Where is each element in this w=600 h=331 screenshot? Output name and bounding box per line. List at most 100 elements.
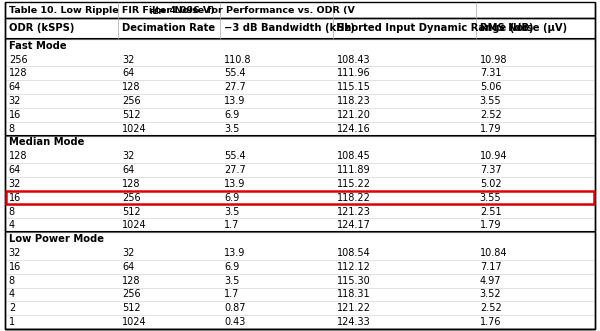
Text: 32: 32: [9, 96, 21, 106]
Text: 10.98: 10.98: [480, 55, 508, 65]
Text: 55.4: 55.4: [224, 151, 246, 161]
Text: 1.79: 1.79: [480, 220, 502, 230]
Text: 128: 128: [122, 276, 140, 286]
Text: 124.17: 124.17: [337, 220, 371, 230]
Text: 512: 512: [122, 110, 141, 120]
Text: Decimation Rate: Decimation Rate: [122, 24, 215, 33]
Text: 115.22: 115.22: [337, 179, 371, 189]
Text: 1.76: 1.76: [480, 317, 502, 327]
Text: 128: 128: [122, 82, 140, 92]
Text: 6.9: 6.9: [224, 110, 239, 120]
Text: 16: 16: [9, 193, 21, 203]
Text: 121.22: 121.22: [337, 303, 371, 313]
Text: 111.96: 111.96: [337, 69, 371, 78]
Text: 64: 64: [9, 165, 21, 175]
Text: 7.31: 7.31: [480, 69, 502, 78]
Text: 16: 16: [9, 110, 21, 120]
Text: 13.9: 13.9: [224, 96, 245, 106]
Text: 3.52: 3.52: [480, 289, 502, 300]
Text: 1024: 1024: [122, 317, 147, 327]
Text: 512: 512: [122, 303, 141, 313]
Text: 0.43: 0.43: [224, 317, 245, 327]
Text: 5.06: 5.06: [480, 82, 502, 92]
Text: 2.52: 2.52: [480, 110, 502, 120]
Text: ODR (kSPS): ODR (kSPS): [9, 24, 74, 33]
Text: 1024: 1024: [122, 220, 147, 230]
Text: = 4.096 V): = 4.096 V): [155, 6, 214, 15]
Text: 121.20: 121.20: [337, 110, 371, 120]
Text: 10.84: 10.84: [480, 248, 508, 258]
Text: 64: 64: [9, 82, 21, 92]
Text: 27.7: 27.7: [224, 165, 246, 175]
Text: 115.15: 115.15: [337, 82, 371, 92]
Text: 256: 256: [9, 55, 28, 65]
Text: 121.23: 121.23: [337, 207, 371, 216]
Text: 512: 512: [122, 207, 141, 216]
Text: Fast Mode: Fast Mode: [9, 41, 67, 51]
Text: 118.23: 118.23: [337, 96, 371, 106]
Text: 4: 4: [9, 220, 15, 230]
Text: 8: 8: [9, 207, 15, 216]
Text: 6.9: 6.9: [224, 193, 239, 203]
Text: 3.5: 3.5: [224, 124, 239, 134]
Text: 5.02: 5.02: [480, 179, 502, 189]
Text: 128: 128: [9, 151, 28, 161]
Text: Table 10. Low Ripple FIR Filter Noise for Performance vs. ODR (V: Table 10. Low Ripple FIR Filter Noise fo…: [9, 6, 355, 15]
Text: −3 dB Bandwidth (kHz): −3 dB Bandwidth (kHz): [224, 24, 355, 33]
Text: 64: 64: [122, 165, 134, 175]
Text: 32: 32: [9, 248, 21, 258]
Text: 1.7: 1.7: [224, 220, 239, 230]
Text: 64: 64: [122, 69, 134, 78]
Text: 16: 16: [9, 262, 21, 272]
Text: Median Mode: Median Mode: [9, 137, 84, 148]
Text: 112.12: 112.12: [337, 262, 371, 272]
Text: 2: 2: [9, 303, 15, 313]
Text: 3.55: 3.55: [480, 96, 502, 106]
Text: 10.94: 10.94: [480, 151, 508, 161]
Text: 6.9: 6.9: [224, 262, 239, 272]
Text: 118.31: 118.31: [337, 289, 371, 300]
Text: 124.16: 124.16: [337, 124, 371, 134]
Text: 13.9: 13.9: [224, 179, 245, 189]
Text: 32: 32: [122, 248, 134, 258]
Text: 32: 32: [122, 55, 134, 65]
Text: Low Power Mode: Low Power Mode: [9, 234, 104, 244]
Text: 110.8: 110.8: [224, 55, 252, 65]
Text: 128: 128: [9, 69, 28, 78]
Text: 2.51: 2.51: [480, 207, 502, 216]
Text: 27.7: 27.7: [224, 82, 246, 92]
Text: 108.45: 108.45: [337, 151, 371, 161]
Text: 8: 8: [9, 276, 15, 286]
Text: 1.79: 1.79: [480, 124, 502, 134]
Text: 256: 256: [122, 193, 141, 203]
Text: Shorted Input Dynamic Range (dB): Shorted Input Dynamic Range (dB): [337, 24, 533, 33]
Bar: [6, 191, 594, 204]
Text: 13.9: 13.9: [224, 248, 245, 258]
Text: 2.52: 2.52: [480, 303, 502, 313]
Text: 4.97: 4.97: [480, 276, 502, 286]
Text: 128: 128: [122, 179, 140, 189]
Text: 32: 32: [9, 179, 21, 189]
Text: REF: REF: [149, 9, 163, 15]
Text: 4: 4: [9, 289, 15, 300]
Text: 3.55: 3.55: [480, 193, 502, 203]
Text: 108.54: 108.54: [337, 248, 371, 258]
Text: 55.4: 55.4: [224, 69, 246, 78]
Text: 118.22: 118.22: [337, 193, 371, 203]
Text: 124.33: 124.33: [337, 317, 371, 327]
Text: 111.89: 111.89: [337, 165, 371, 175]
Text: RMS Noise (μV): RMS Noise (μV): [480, 24, 567, 33]
Text: 1024: 1024: [122, 124, 147, 134]
Text: 1: 1: [9, 317, 15, 327]
Text: 256: 256: [122, 96, 141, 106]
Text: 256: 256: [122, 289, 141, 300]
Text: 64: 64: [122, 262, 134, 272]
Text: 7.17: 7.17: [480, 262, 502, 272]
Text: 108.43: 108.43: [337, 55, 371, 65]
Text: 1.7: 1.7: [224, 289, 239, 300]
Text: 7.37: 7.37: [480, 165, 502, 175]
Text: 3.5: 3.5: [224, 207, 239, 216]
Text: 32: 32: [122, 151, 134, 161]
Text: 3.5: 3.5: [224, 276, 239, 286]
Text: 0.87: 0.87: [224, 303, 246, 313]
